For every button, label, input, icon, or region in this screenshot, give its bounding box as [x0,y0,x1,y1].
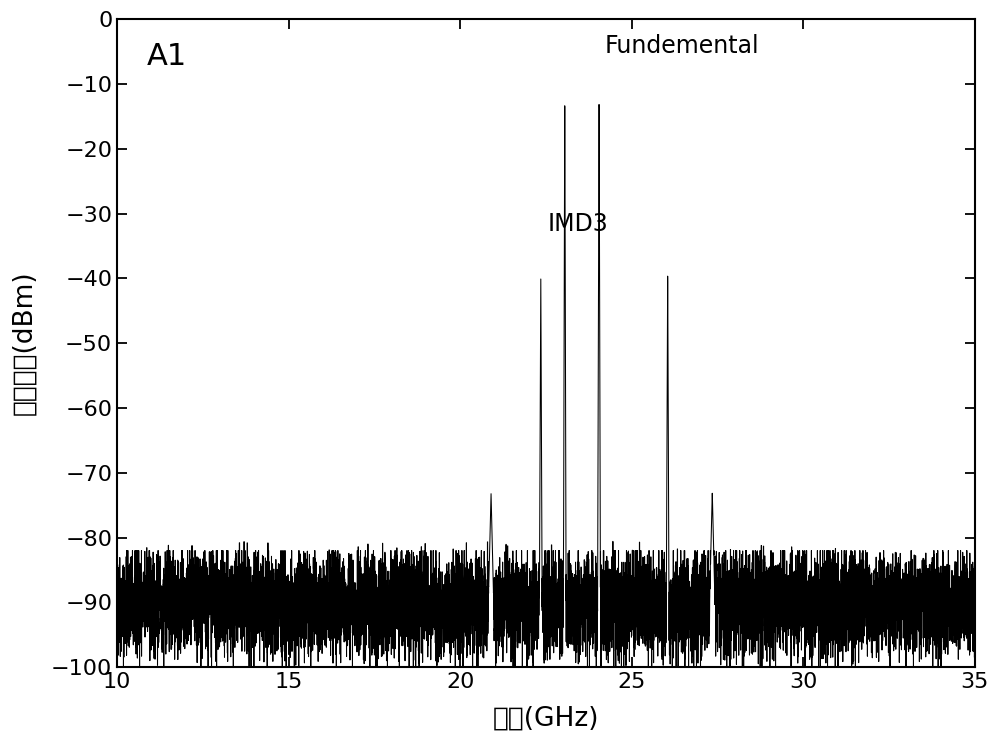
X-axis label: 频率(GHz): 频率(GHz) [493,706,599,732]
Text: Fundemental: Fundemental [604,34,759,58]
Text: A1: A1 [147,42,187,71]
Y-axis label: 输出功率(dBm): 输出功率(dBm) [11,270,37,415]
Text: IMD3: IMD3 [548,212,608,236]
